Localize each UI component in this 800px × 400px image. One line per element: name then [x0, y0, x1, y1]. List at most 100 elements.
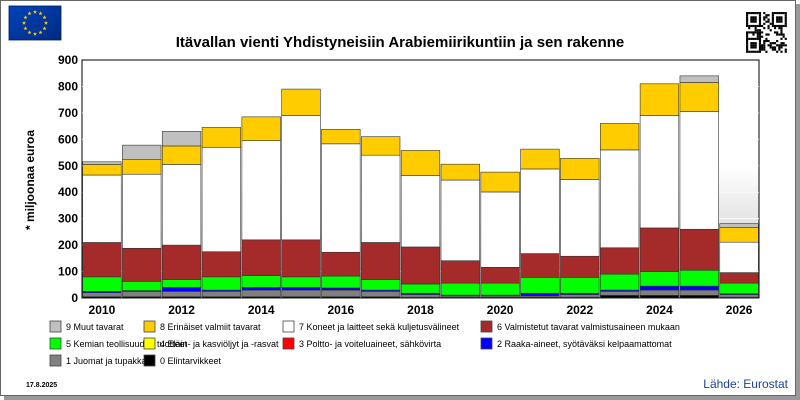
legend-label: 1 Juomat ja tupakka	[66, 356, 147, 366]
qr-module	[754, 24, 757, 28]
bar-segment-2010-s7	[82, 174, 122, 243]
legend-label: 6 Valmistetut tavarat valmistusaineen mu…	[497, 322, 680, 332]
qr-module	[746, 48, 749, 51]
qr-module	[776, 18, 779, 21]
qr-module	[754, 12, 757, 15]
qr-module	[750, 31, 753, 34]
qr-module	[773, 12, 777, 15]
bar-stack-2012	[161, 131, 202, 299]
bar-segment-2013-s5	[201, 276, 241, 291]
y-tick-label: 800	[58, 79, 78, 93]
qr-module	[771, 20, 774, 23]
qr-module	[750, 37, 753, 40]
qr-module	[763, 44, 766, 47]
qr-module	[776, 44, 779, 47]
qr-module	[780, 44, 783, 47]
legend-item-0: 0 Elintarvikkeet	[143, 354, 222, 367]
qr-module	[778, 24, 781, 28]
bar-segment-2017-s5	[361, 279, 401, 291]
qr-module	[752, 31, 755, 34]
qr-module	[746, 39, 749, 43]
qr-module	[754, 42, 757, 45]
qr-module	[773, 24, 777, 28]
qr-module	[776, 12, 779, 15]
bar-segment-2012-s8	[161, 145, 202, 165]
bar-stack-2014	[241, 116, 281, 299]
flag-star	[23, 15, 28, 20]
bar-segment-2010-s5	[82, 276, 122, 292]
qr-module	[780, 24, 783, 28]
legend-swatch	[49, 337, 62, 350]
qr-module	[758, 16, 762, 19]
qr-module	[754, 18, 757, 21]
qr-module	[754, 44, 757, 47]
qr-module	[782, 42, 785, 45]
qr-module	[748, 50, 751, 53]
flag-star	[21, 20, 27, 25]
bar-segment-2026-s7	[719, 241, 759, 273]
qr-module	[750, 18, 753, 21]
qr-module	[756, 35, 759, 38]
qr-module	[752, 16, 755, 19]
qr-module	[782, 24, 785, 28]
qr-module	[761, 48, 764, 51]
bar-segment-2025-s1	[679, 289, 719, 296]
qr-module	[782, 35, 785, 38]
y-tick-label: 900	[58, 53, 78, 67]
qr-module	[776, 33, 779, 36]
bar-stack-2011	[122, 144, 162, 299]
qr-module	[765, 14, 768, 17]
qr-module	[748, 37, 751, 40]
source-label: Lähde: Eurostat	[703, 377, 788, 391]
bar-segment-2022-s8	[560, 158, 600, 180]
qr-module	[746, 35, 749, 38]
bar-segment-2022-s7	[560, 179, 600, 257]
bar-segment-2014-s1	[241, 289, 281, 297]
legend-swatch	[480, 337, 493, 350]
qr-module	[756, 12, 759, 15]
qr-module	[758, 14, 762, 17]
qr-module	[771, 14, 774, 17]
qr-module	[765, 37, 768, 40]
bar-stack-2017	[361, 136, 401, 299]
legend-label: 5 Kemian teollisuuden tuotteet	[66, 339, 188, 349]
qr-module	[769, 46, 772, 49]
legend-item-1: 1 Juomat ja tupakka	[49, 354, 147, 367]
qr-module	[784, 16, 787, 19]
bar-segment-2020-s6	[480, 267, 520, 284]
eu-flag-icon	[8, 5, 62, 41]
legend-label: 2 Raaka-aineet, syötäväksi kelpaamattoma…	[497, 339, 672, 349]
qr-module	[752, 20, 755, 23]
legend-swatch	[143, 354, 156, 367]
bar-segment-2010-s6	[82, 242, 122, 278]
qr-module	[754, 27, 757, 30]
qr-module	[758, 50, 762, 53]
bar-segment-2013-s6	[201, 251, 241, 278]
qr-module	[773, 48, 777, 51]
qr-module	[758, 37, 762, 40]
bar-segment-2021-s8	[520, 148, 560, 170]
qr-module	[784, 44, 787, 47]
bar-segment-2014-s8	[241, 116, 281, 141]
qr-module	[758, 18, 762, 21]
qr-module	[746, 42, 749, 45]
qr-module	[746, 14, 749, 17]
qr-module	[761, 35, 764, 38]
qr-module	[769, 29, 772, 32]
x-tick-label: 2026	[726, 303, 753, 317]
qr-module	[778, 16, 781, 19]
bar-segment-2018-s6	[400, 246, 441, 285]
qr-module	[773, 42, 777, 45]
qr-module	[763, 27, 766, 30]
legend-label: 9 Muut tavarat	[66, 322, 124, 332]
bar-segment-2011-s5	[122, 281, 162, 291]
bar-segment-2018-s7	[400, 175, 441, 248]
qr-module	[763, 48, 766, 51]
bar-segment-2026-s1	[719, 294, 759, 298]
bar-segment-2025-s2	[679, 285, 719, 291]
qr-module	[746, 12, 749, 15]
qr-module	[784, 37, 787, 40]
bar-segment-2021-s5	[520, 277, 560, 294]
y-tick-label: 100	[58, 265, 78, 279]
bar-stack-2024	[639, 83, 680, 299]
